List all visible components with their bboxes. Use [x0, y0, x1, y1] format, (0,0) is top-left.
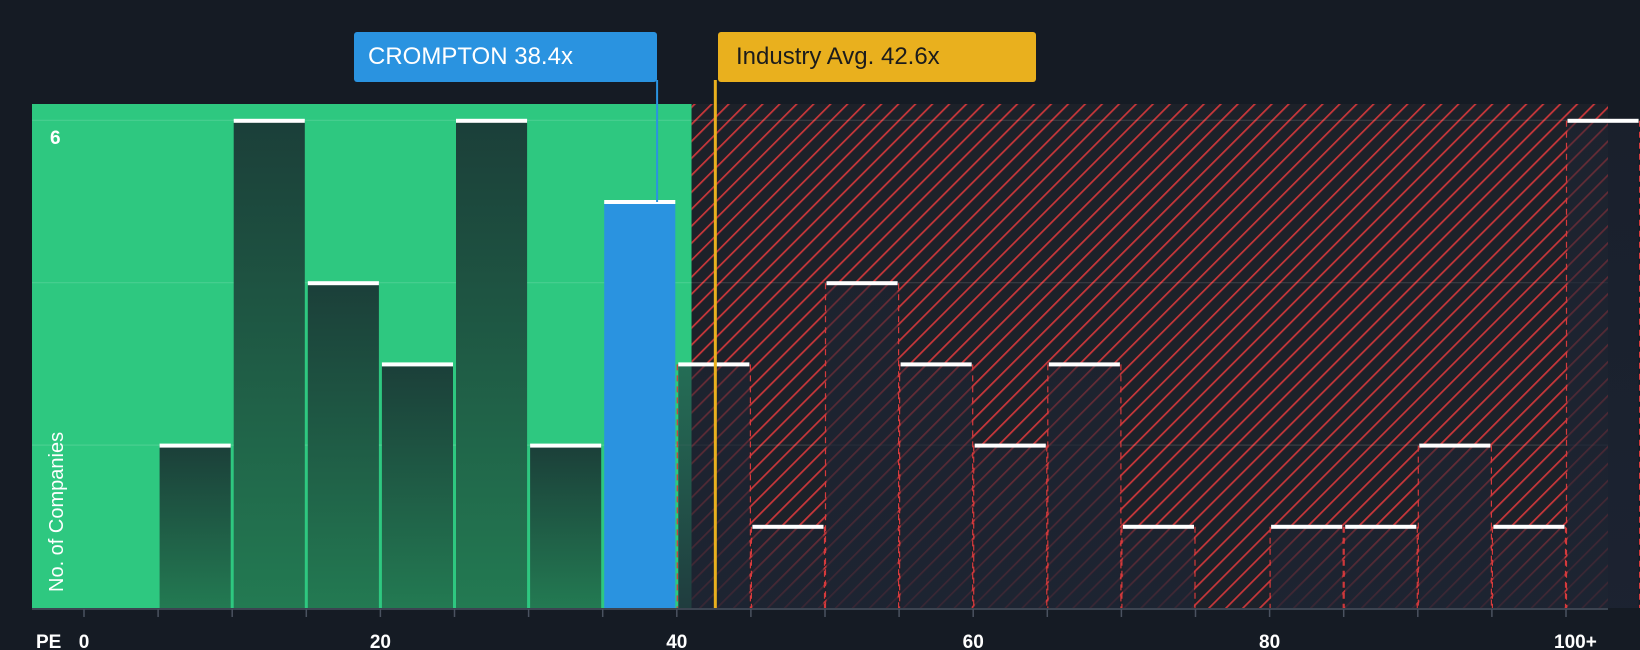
x-axis-label: PE [36, 632, 61, 650]
bar-cap [456, 118, 528, 123]
histogram-bar [900, 364, 972, 608]
bar-cap [1419, 443, 1491, 448]
histogram-bar [826, 283, 898, 608]
bar-cap [1345, 524, 1417, 529]
histogram-bar [1493, 526, 1565, 608]
histogram-bar [159, 445, 231, 608]
bar-cap [752, 524, 824, 529]
histogram-bars [159, 118, 1640, 609]
histogram-bar [530, 445, 602, 608]
bar-cap [974, 443, 1046, 448]
bar-cap [1271, 524, 1343, 529]
bar-cap [826, 281, 898, 286]
bar-cap [1122, 524, 1194, 529]
histogram-bar [1419, 445, 1491, 608]
y-tick-label: 6 [50, 128, 61, 149]
bar-cap [307, 281, 379, 286]
histogram-bar [233, 120, 305, 609]
x-tick-label: 40 [666, 632, 687, 650]
histogram-bar [752, 526, 824, 608]
bar-cap [1567, 118, 1639, 123]
industry-avg-callout: Industry Avg. 42.6x [718, 32, 1036, 82]
histogram-bar [1271, 526, 1343, 608]
bar-cap [381, 362, 453, 367]
histogram-bar [1567, 120, 1639, 609]
bar-cap [1493, 524, 1565, 529]
histogram-bar [1345, 526, 1417, 608]
bar-cap [159, 443, 231, 448]
bar-cap [1048, 362, 1120, 367]
histogram-bar [1048, 364, 1120, 608]
bar-cap [604, 200, 676, 204]
histogram-bar [307, 283, 379, 608]
histogram-bar [1122, 526, 1194, 608]
x-tick-label: 0 [79, 632, 90, 650]
histogram-bar [974, 445, 1046, 608]
bar-cap [530, 443, 602, 448]
x-axis-ticks: 0 20 40 60 80 100+ [79, 609, 1597, 650]
x-tick-label: 80 [1259, 632, 1280, 650]
x-tick-label: 20 [370, 632, 391, 650]
y-axis-label: No. of Companies [46, 432, 68, 592]
x-tick-label: 100+ [1554, 632, 1597, 650]
company-bin-bar [604, 202, 676, 608]
company-pe-callout: CROMPTON 38.4x [354, 32, 657, 82]
histogram-bar [381, 364, 453, 608]
histogram-bar [456, 120, 528, 609]
bar-cap [900, 362, 972, 367]
x-tick-label: 60 [963, 632, 984, 650]
bar-cap [233, 118, 305, 123]
